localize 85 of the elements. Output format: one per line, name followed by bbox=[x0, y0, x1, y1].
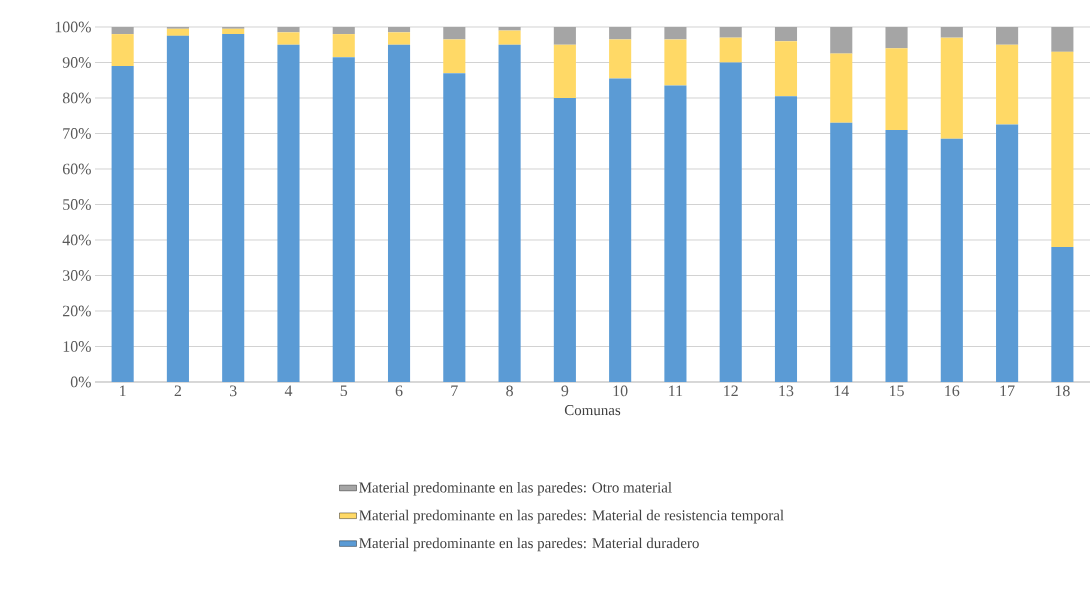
x-tick-label: 10 bbox=[613, 385, 628, 397]
y-tick-label: 10% bbox=[63, 341, 91, 352]
bar bbox=[332, 57, 355, 382]
legend-label: Material predominante en las paredes: Material duradero bbox=[359, 537, 699, 552]
y-tick-label: 0% bbox=[70, 376, 91, 388]
bar bbox=[277, 27, 300, 33]
x-tick-label: 1 bbox=[120, 385, 126, 397]
x-tick-label: 14 bbox=[834, 385, 849, 397]
bar bbox=[1051, 27, 1074, 52]
bar bbox=[222, 34, 245, 382]
x-tick-label: 15 bbox=[889, 385, 904, 397]
bar bbox=[664, 39, 687, 86]
y-tick-label: 70% bbox=[63, 128, 91, 139]
bar bbox=[940, 138, 963, 382]
y-tick-label: 20% bbox=[62, 305, 91, 317]
bar bbox=[332, 34, 355, 58]
bar bbox=[664, 27, 687, 40]
bar bbox=[996, 124, 1019, 382]
x-tick-label: 17 bbox=[1000, 385, 1015, 397]
bar bbox=[774, 41, 798, 97]
bar bbox=[609, 78, 632, 382]
bar bbox=[553, 27, 576, 45]
y-tick-label: 40% bbox=[62, 234, 91, 246]
bar bbox=[1051, 51, 1074, 248]
bar bbox=[332, 27, 355, 35]
bar bbox=[609, 39, 632, 79]
bar bbox=[885, 129, 908, 382]
bar bbox=[222, 28, 245, 35]
bar bbox=[553, 98, 576, 382]
x-tick-label: 3 bbox=[229, 385, 237, 397]
bar bbox=[609, 27, 632, 40]
bar bbox=[111, 66, 134, 382]
bar bbox=[387, 44, 411, 382]
bar bbox=[940, 37, 963, 139]
bar bbox=[1051, 247, 1074, 382]
bar bbox=[719, 37, 742, 63]
bar bbox=[166, 28, 189, 36]
x-tick-label: 5 bbox=[340, 385, 348, 397]
bar bbox=[387, 32, 411, 45]
bar bbox=[553, 44, 576, 98]
y-tick-label: 90% bbox=[62, 57, 91, 68]
x-tick-label: 12 bbox=[724, 385, 738, 397]
x-tick-label: 6 bbox=[395, 385, 403, 397]
x-tick-label: 4 bbox=[284, 385, 293, 397]
bar bbox=[830, 27, 853, 54]
x-tick-label: 11 bbox=[669, 385, 683, 397]
bar bbox=[443, 39, 466, 74]
bar bbox=[498, 27, 521, 31]
bar bbox=[719, 27, 742, 38]
bar bbox=[498, 30, 521, 45]
bar bbox=[774, 96, 798, 382]
bar bbox=[443, 73, 466, 382]
bar bbox=[111, 34, 134, 67]
x-tick-label: 9 bbox=[561, 385, 569, 397]
x-tick-label: 8 bbox=[506, 385, 513, 397]
y-tick-label: 50% bbox=[63, 199, 91, 210]
y-tick-label: 80% bbox=[62, 92, 91, 104]
bar bbox=[277, 32, 300, 45]
x-tick-label: 13 bbox=[779, 385, 794, 397]
bar bbox=[774, 27, 798, 42]
bar bbox=[885, 27, 908, 49]
y-tick-label: 100% bbox=[55, 21, 91, 33]
bar bbox=[885, 48, 908, 130]
bar bbox=[166, 35, 189, 382]
bar bbox=[830, 122, 853, 382]
x-tick-label: 16 bbox=[945, 385, 960, 397]
bar bbox=[719, 62, 742, 382]
x-tick-label: 2 bbox=[174, 385, 182, 397]
bar bbox=[443, 27, 466, 40]
bar bbox=[498, 44, 521, 382]
x-tick-label: 18 bbox=[1055, 385, 1070, 397]
bar bbox=[664, 85, 687, 382]
legend-label: Material predominante en las paredes: Otro material bbox=[359, 482, 672, 496]
y-tick-label: 30% bbox=[63, 270, 91, 281]
y-tick-label: 60% bbox=[62, 163, 91, 175]
x-tick-label: 7 bbox=[451, 385, 458, 396]
bar bbox=[387, 27, 411, 33]
bar bbox=[111, 27, 134, 35]
bar bbox=[996, 44, 1019, 125]
bar bbox=[940, 27, 963, 38]
legend-label: Material predominante en las paredes: Material de resistencia temporal bbox=[359, 509, 784, 524]
bar bbox=[830, 53, 853, 123]
x-axis-title: Comunas bbox=[564, 405, 621, 416]
bar bbox=[277, 44, 300, 382]
bar bbox=[996, 27, 1019, 45]
